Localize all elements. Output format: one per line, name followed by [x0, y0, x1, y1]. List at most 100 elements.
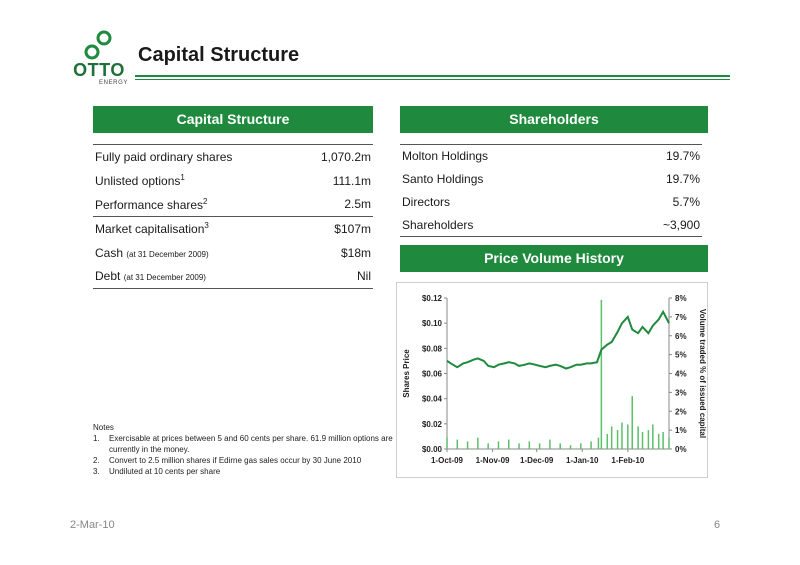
y2-tick-label: 4% [675, 370, 687, 379]
volume-bar [456, 439, 459, 449]
volume-bar [559, 443, 561, 449]
capital-structure-header: Capital Structure [93, 106, 373, 133]
row-note: (at 31 December 2009) [123, 273, 206, 283]
volume-bar [627, 424, 629, 449]
table-row: Performance shares2 2.5m [93, 193, 373, 217]
volume-bar [657, 433, 660, 449]
note-number: 1. [93, 434, 100, 443]
footnote-mark: 3 [204, 221, 209, 231]
volume-bar [621, 422, 623, 449]
note-item: 3. Undiluted at 10 cents per share [93, 466, 393, 477]
y2-tick-label: 3% [675, 388, 687, 397]
row-value: 5.7% [672, 195, 700, 209]
footnote-mark: 1 [180, 173, 185, 182]
note-number: 3. [93, 467, 100, 476]
volume-bar [600, 299, 603, 449]
volume-bar [549, 439, 551, 449]
table-row: Directors 5.7% [400, 191, 702, 214]
row-label: Fully paid ordinary shares [93, 144, 296, 169]
y-tick-label: $0.06 [422, 370, 443, 379]
y2-tick-label: 2% [675, 407, 687, 416]
volume-bar [647, 430, 650, 449]
row-label: Santo Holdings [402, 172, 484, 186]
volume-bar [662, 432, 664, 449]
row-label: Shareholders [400, 213, 608, 237]
chart-svg: $0.00 $0.02 $0.04 $0.06 $0.08 $0.10 $0.12 0% 1% 2… [402, 294, 707, 465]
row-value: Nil [295, 264, 373, 289]
capital-structure-table: Fully paid ordinary shares 1,070.2m Unli… [93, 144, 373, 289]
row-value: 2.5m [344, 197, 371, 212]
table-row: Molton Holdings 19.7% [400, 144, 702, 168]
table-row: Cash (at 31 December 2009) $18m [93, 241, 373, 265]
volume-bar [446, 437, 448, 449]
note-item: 1. Exercisable at prices between 5 and 6… [93, 433, 393, 455]
price-line [446, 309, 670, 370]
row-note: (at 31 December 2009) [126, 249, 209, 259]
y2-tick-label: 6% [675, 332, 687, 341]
x-tick-label: 1-Jan-10 [566, 456, 599, 465]
y-tick-label: $0.02 [422, 420, 443, 429]
note-text: Undiluted at 10 cents per share [109, 467, 221, 476]
footer-date: 2-Mar-10 [70, 519, 115, 531]
row-label: Unlisted options1 [95, 173, 185, 188]
y2-axis-label: Volume traded % of issued capital [698, 309, 707, 438]
volume-bar [497, 441, 500, 449]
price-volume-header: Price Volume History [400, 245, 708, 272]
logo-subtext: ENERGY [99, 80, 128, 86]
table-row: Santo Holdings 19.7% [400, 168, 702, 191]
y-tick-label: $0.04 [422, 395, 443, 404]
row-value: $107m [295, 216, 373, 241]
note-text: Convert to 2.5 million shares if Edirne … [109, 456, 362, 465]
volume-bar [616, 430, 619, 449]
footnote-mark: 2 [203, 196, 208, 206]
volume-bar [641, 432, 644, 449]
volume-bar [652, 424, 654, 449]
volume-bar [606, 433, 609, 449]
table-row: Unlisted options1 111.1m [93, 169, 373, 193]
note-number: 2. [93, 456, 100, 465]
price-volume-chart: $0.00 $0.02 $0.04 $0.06 $0.08 $0.10 $0.12 0% 1% 2… [396, 282, 708, 478]
row-label: Directors [402, 195, 451, 209]
row-label: Cash (at 31 December 2009) [95, 245, 209, 260]
x-tick-label: 1-Oct-09 [431, 456, 464, 465]
y-tick-label: $0.00 [422, 445, 443, 454]
logo-rings-icon [84, 30, 112, 60]
row-value: ~3,900 [607, 213, 702, 237]
volume-bar [507, 439, 510, 449]
volume-bar [637, 426, 639, 449]
row-value: $18m [340, 245, 371, 260]
volume-bar [569, 445, 572, 449]
shareholders-table: Molton Holdings 19.7% Santo Holdings 19.… [400, 144, 702, 237]
notes: Notes 1. Exercisable at prices between 5… [93, 422, 393, 477]
y-axis-label: Shares Price [402, 349, 411, 398]
x-tick-label: 1-Dec-09 [520, 456, 554, 465]
table-row: Debt (at 31 December 2009) Nil [93, 264, 373, 289]
volume-bar [518, 443, 520, 449]
y2-tick-label: 0% [675, 445, 687, 454]
row-value: 19.7% [607, 144, 702, 168]
row-value: 19.7% [665, 172, 700, 186]
otto-energy-logo: OTTO ENERGY [70, 30, 130, 90]
volume-bar [668, 437, 670, 449]
volume-bar [631, 396, 633, 449]
page-number: 6 [714, 519, 721, 531]
volume-bar [528, 441, 531, 449]
x-tick-label: 1-Feb-10 [611, 456, 644, 465]
y2-tick-label: 1% [675, 426, 687, 435]
table-row: Shareholders ~3,900 [400, 213, 702, 237]
notes-title: Notes [93, 423, 114, 432]
volume-bar [590, 441, 592, 449]
y-tick-label: $0.10 [422, 319, 443, 328]
x-tick-label: 1-Nov-09 [476, 456, 510, 465]
page-title: Capital Structure [138, 44, 300, 66]
logo-word: OTTO [73, 60, 125, 80]
volume-bar [580, 443, 582, 449]
volume-bar [466, 441, 469, 449]
volume-bar [538, 443, 541, 449]
table-row: Market capitalisation3 $107m [93, 216, 373, 241]
y-tick-label: $0.08 [422, 344, 443, 353]
y-tick-label: $0.12 [422, 294, 443, 303]
row-value: 1,070.2m [295, 144, 373, 169]
row-label: Molton Holdings [400, 144, 608, 168]
row-label: Debt (at 31 December 2009) [93, 264, 296, 289]
